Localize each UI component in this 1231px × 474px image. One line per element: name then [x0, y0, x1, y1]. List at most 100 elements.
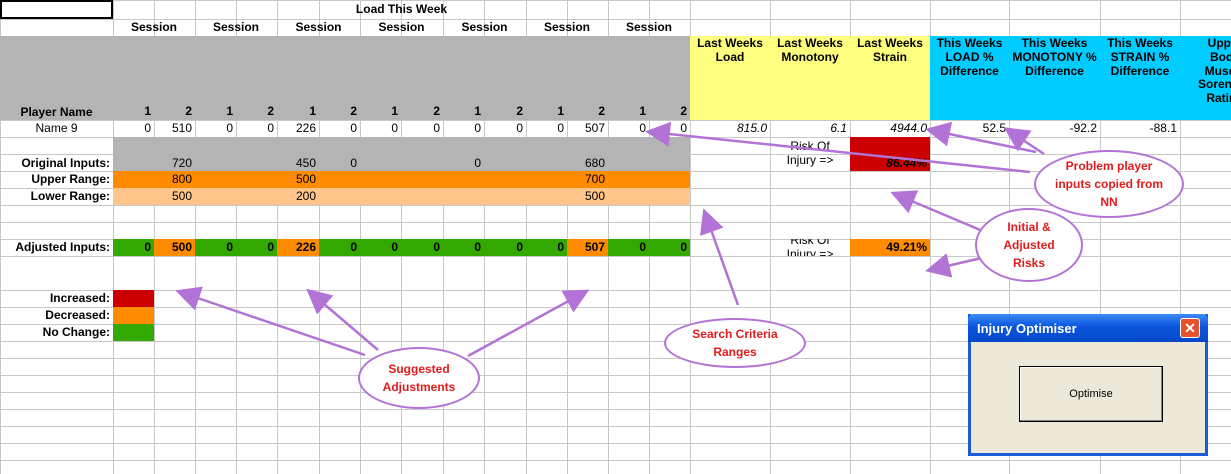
player-session-value[interactable]: 0: [267, 120, 274, 135]
session-number[interactable]: 1: [226, 104, 233, 119]
original-inputs-label[interactable]: Original Inputs:: [21, 156, 110, 171]
player-session-value[interactable]: 0: [226, 120, 233, 135]
player-stat-value[interactable]: 52.5: [982, 120, 1006, 135]
session-number[interactable]: 2: [598, 104, 605, 119]
lower-range-value[interactable]: 200: [295, 188, 316, 203]
stat-header[interactable]: This Weeks STRAIN % Difference: [1107, 36, 1173, 78]
stat-header[interactable]: Last Weeks Load: [697, 36, 763, 64]
legend-increased-label[interactable]: Increased:: [49, 290, 110, 305]
session-header[interactable]: Session: [461, 19, 508, 34]
adjusted-input-value[interactable]: 0: [144, 239, 151, 254]
session-number[interactable]: 1: [309, 104, 316, 119]
load-this-week-title[interactable]: Load This Week: [355, 1, 448, 16]
close-icon[interactable]: ✕: [1180, 318, 1200, 338]
stat-header[interactable]: This Weeks MONOTONY % Difference: [1012, 36, 1097, 78]
session-header[interactable]: Session: [543, 19, 591, 34]
session-header[interactable]: Session: [212, 19, 260, 34]
adjusted-input-value[interactable]: 0: [226, 239, 233, 254]
session-header[interactable]: Session: [625, 19, 673, 34]
last-week-header-fill: [690, 36, 770, 120]
adjusted-input-fill: [195, 239, 236, 256]
adjusted-inputs-label[interactable]: Adjusted Inputs:: [15, 239, 110, 254]
player-session-value[interactable]: 0: [474, 120, 481, 135]
player-name-header[interactable]: Player Name: [20, 105, 93, 120]
session-number[interactable]: 2: [433, 104, 440, 119]
session-header[interactable]: Session: [378, 19, 425, 34]
player-session-value[interactable]: 0: [433, 120, 440, 135]
player-session-value[interactable]: 0: [557, 120, 564, 135]
adjusted-input-fill: [401, 239, 443, 256]
session-number[interactable]: 2: [516, 104, 523, 119]
lower-range-value[interactable]: 500: [171, 188, 192, 203]
session-number[interactable]: 1: [557, 104, 564, 119]
session-header[interactable]: Session: [130, 19, 178, 34]
original-input-value[interactable]: 450: [295, 156, 316, 171]
lower-range-label[interactable]: Lower Range:: [30, 188, 110, 203]
session-number[interactable]: 1: [639, 104, 646, 119]
player-session-value[interactable]: 510: [171, 120, 192, 135]
adjusted-input-value[interactable]: 0: [516, 239, 523, 254]
adjusted-risk-value[interactable]: 49.21%: [886, 239, 927, 254]
legend-no-change-label[interactable]: No Change:: [42, 324, 110, 339]
player-session-value[interactable]: 0: [516, 120, 523, 135]
adjusted-input-value[interactable]: 507: [584, 239, 605, 254]
legend-increased-swatch: [113, 290, 154, 307]
player-stat-value[interactable]: -92.2: [1069, 120, 1097, 135]
original-input-value[interactable]: 0: [474, 156, 481, 171]
player-session-value[interactable]: 0: [144, 120, 151, 135]
stat-header[interactable]: Last Weeks Monotony: [777, 36, 843, 64]
upper-range-value[interactable]: 800: [171, 171, 192, 186]
session-number[interactable]: 1: [474, 104, 481, 119]
legend-no-change-swatch: [113, 324, 154, 341]
adjusted-risk-label[interactable]: Risk Of Injury =>: [786, 239, 834, 256]
player-session-value[interactable]: 0: [639, 120, 646, 135]
player-stat-value[interactable]: 6.1: [830, 120, 847, 135]
upper-range-value[interactable]: 700: [584, 171, 605, 186]
adjusted-input-value[interactable]: 0: [267, 239, 274, 254]
stat-header[interactable]: Upper Body Muscle Soreness Rating: [1198, 36, 1231, 106]
player-session-value[interactable]: 0: [391, 120, 398, 135]
player-name[interactable]: Name 9: [35, 120, 78, 135]
adjusted-input-value[interactable]: 0: [680, 239, 687, 254]
session-number[interactable]: 1: [391, 104, 398, 119]
player-stat-value[interactable]: -88.1: [1149, 120, 1177, 135]
session-number[interactable]: 2: [267, 104, 274, 119]
legend-decreased-label[interactable]: Decreased:: [45, 307, 110, 322]
player-stat-value[interactable]: 815.0: [736, 120, 767, 135]
upper-range-label[interactable]: Upper Range:: [31, 171, 110, 186]
upper-range-fill: [113, 171, 690, 188]
stat-header[interactable]: Last Weeks Strain: [857, 36, 923, 64]
callout-search-ranges: Search Criteria Ranges: [664, 318, 806, 368]
player-session-value[interactable]: 0: [680, 120, 687, 135]
session-header[interactable]: Session: [295, 19, 342, 34]
player-stat-value[interactable]: 4944.0: [890, 120, 927, 135]
adjusted-input-value[interactable]: 0: [474, 239, 481, 254]
player-session-value[interactable]: 507: [584, 120, 605, 135]
adjusted-input-value[interactable]: 0: [639, 239, 646, 254]
stat-header[interactable]: This Weeks LOAD % Difference: [936, 36, 1003, 78]
original-input-value[interactable]: 720: [171, 156, 192, 171]
session-number[interactable]: 1: [144, 104, 151, 119]
player-session-value[interactable]: 0: [350, 120, 357, 135]
session-number[interactable]: 2: [350, 104, 357, 119]
player-session-value[interactable]: 226: [295, 120, 316, 135]
optimise-button[interactable]: Optimise: [1019, 366, 1163, 422]
this-week-header-fill: [1009, 36, 1100, 120]
adjusted-input-value[interactable]: 0: [391, 239, 398, 254]
initial-risk-label[interactable]: Risk Of Injury =>: [786, 139, 834, 167]
lower-range-value[interactable]: 500: [584, 188, 605, 203]
adjusted-input-value[interactable]: 0: [350, 239, 357, 254]
session-number[interactable]: 2: [680, 104, 687, 119]
adjusted-input-value[interactable]: 226: [295, 239, 316, 254]
session-number[interactable]: 2: [185, 104, 192, 119]
original-input-value[interactable]: 0: [350, 156, 357, 171]
adjusted-input-value[interactable]: 0: [433, 239, 440, 254]
adjusted-input-fill: [360, 239, 401, 256]
original-input-value[interactable]: 680: [584, 156, 605, 171]
adjusted-input-fill: [277, 239, 319, 256]
adjusted-input-value[interactable]: 0: [557, 239, 564, 254]
initial-risk-value[interactable]: 86.44%: [886, 156, 927, 171]
upper-range-value[interactable]: 500: [295, 171, 316, 186]
adjusted-input-value[interactable]: 500: [171, 239, 192, 254]
